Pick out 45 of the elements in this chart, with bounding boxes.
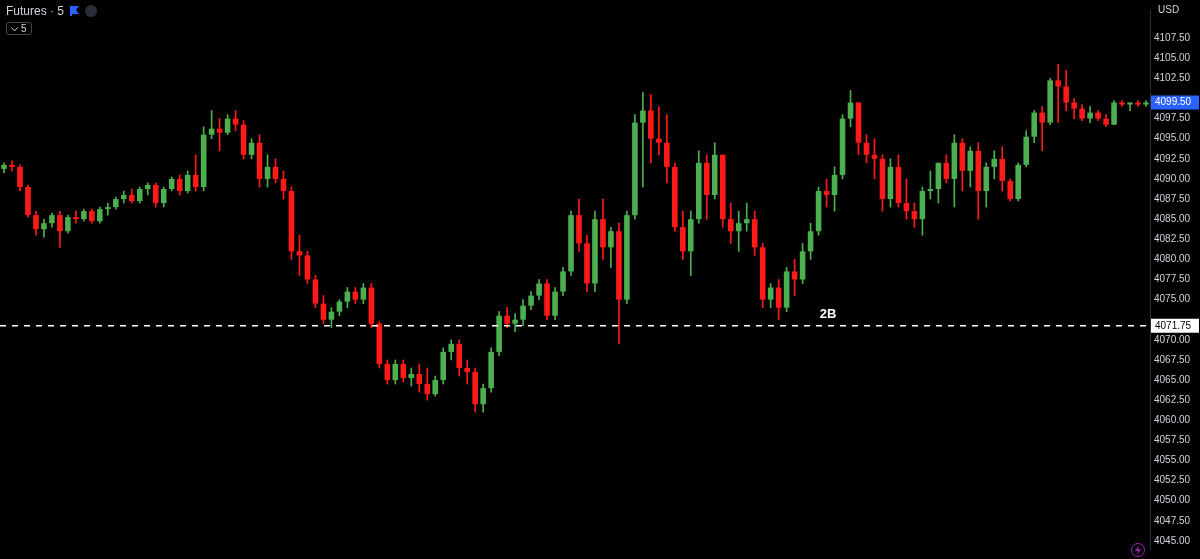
candlestick [1039, 106, 1045, 152]
y-tick-label: 4087.50 [1154, 192, 1191, 204]
candlestick [743, 202, 750, 232]
y-tick-label: 4052.50 [1154, 474, 1191, 486]
y-tick-label: 4080.00 [1154, 253, 1191, 265]
y-tick-label: 4062.50 [1154, 393, 1191, 405]
y-tick-label: 4067.50 [1154, 353, 1191, 365]
candlestick [1143, 100, 1149, 107]
y-tick-label: 4095.00 [1154, 132, 1191, 144]
y-tick-label: 4047.50 [1154, 514, 1191, 526]
y-tick-label: 4090.00 [1154, 172, 1191, 184]
y-tick-label: 4085.00 [1154, 212, 1191, 224]
candlestick [73, 210, 79, 224]
chart-title: Futures · 5 [6, 4, 65, 18]
candlestick [464, 359, 470, 385]
y-tick-label: 4097.50 [1154, 112, 1191, 124]
y-tick-label: 4075.00 [1154, 293, 1191, 305]
y-tick-label: 4045.00 [1154, 534, 1191, 546]
y-tick-label: 4092.50 [1154, 152, 1191, 164]
candlestick [105, 202, 111, 216]
y-tick-label: 4050.00 [1154, 494, 1191, 506]
text: 4099.50 [1155, 96, 1192, 108]
y-tick-label: 4107.50 [1154, 31, 1191, 43]
y-axis-title: USD [1158, 3, 1180, 15]
candlestick [408, 367, 415, 387]
candlestick [1135, 100, 1141, 107]
y-tick-label: 4065.00 [1154, 373, 1191, 385]
text: 4071.75 [1155, 319, 1192, 331]
candlestick [656, 106, 662, 156]
y-tick-label: 4070.00 [1154, 333, 1191, 345]
y-tick-label: 4055.00 [1154, 454, 1191, 466]
candlestick [1055, 63, 1061, 123]
candlestick [1127, 102, 1133, 111]
candlestick [735, 210, 742, 252]
candlestick [1119, 100, 1125, 107]
y-tick-label: 4057.50 [1154, 434, 1191, 446]
y-tick-label: 4105.00 [1154, 52, 1191, 64]
y-tick-label: 4077.50 [1154, 273, 1191, 285]
candlestick [512, 313, 518, 333]
candlestick [640, 92, 646, 188]
y-tick-label: 4102.50 [1154, 72, 1191, 84]
y-tick-label: 4060.00 [1154, 414, 1191, 426]
ref-line-label: 2B [819, 305, 837, 321]
text: 5 [21, 23, 27, 34]
y-tick-label: 4082.50 [1154, 233, 1191, 245]
